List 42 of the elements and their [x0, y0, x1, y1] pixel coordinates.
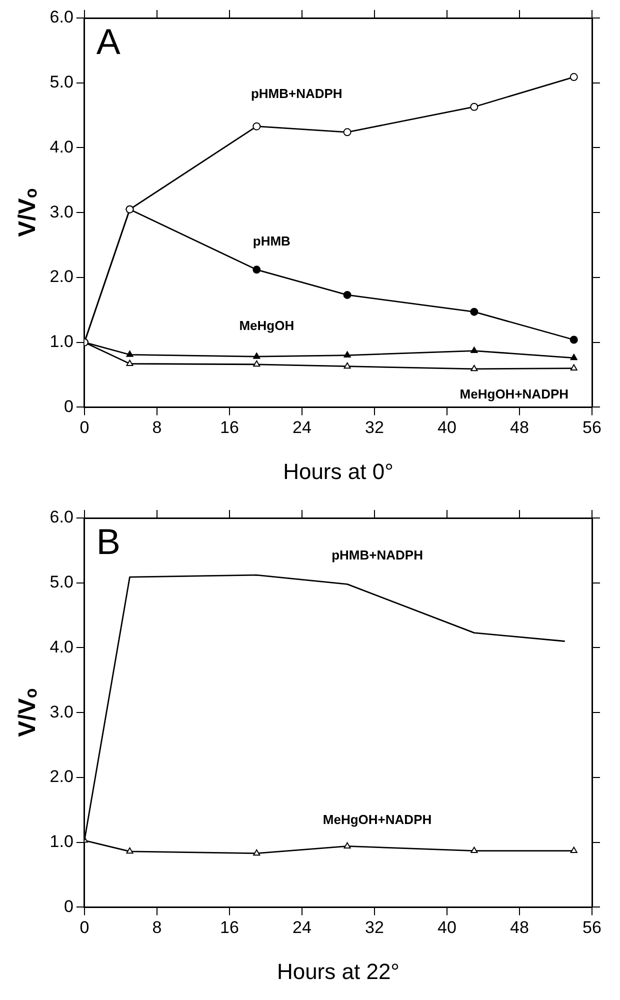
x-tick-label: 40	[438, 918, 456, 938]
y-tick-label: 5.0	[50, 572, 74, 592]
x-tick-label: 0	[80, 918, 90, 938]
y-tick-label: 4.0	[50, 137, 74, 156]
x-tick-label: 56	[582, 418, 602, 438]
x-tick-label: 8	[152, 918, 162, 938]
y-tick-label: 2.0	[50, 267, 74, 286]
x-tick-label: 56	[582, 918, 602, 938]
y-tick-label: 0	[64, 896, 74, 916]
x-tick-label: 32	[365, 418, 384, 438]
annotation: A	[96, 20, 120, 62]
series-label: MeHgOH+NADPH	[460, 386, 569, 402]
series-label: pHMB+NADPH	[250, 86, 342, 101]
series-label: MeHgOH	[239, 318, 294, 334]
y-tick-label: 6.0	[50, 8, 74, 27]
series-label: pHMB+NADPH	[332, 548, 423, 563]
x-tick-label: 16	[220, 418, 239, 438]
y-tick-label: 1.0	[50, 832, 74, 852]
y-axis-title: V/Vₒ	[14, 688, 42, 737]
y-tick-label: 6.0	[50, 508, 74, 527]
x-axis-title: Hours at 0°	[283, 458, 394, 484]
y-tick-label: 3.0	[50, 202, 74, 222]
x-tick-label: 0	[80, 418, 90, 438]
x-tick-label: 24	[292, 918, 312, 938]
x-tick-label: 40	[438, 418, 456, 438]
y-axis-title: V/Vₒ	[14, 188, 42, 237]
y-tick-label: 5.0	[50, 72, 74, 92]
y-tick-label: 3.0	[50, 702, 74, 722]
x-tick-label: 48	[510, 918, 529, 938]
y-tick-label: 2.0	[50, 767, 74, 786]
series-label: pHMB	[252, 233, 290, 248]
x-tick-label: 32	[365, 918, 384, 938]
annotation: B	[96, 520, 120, 562]
x-tick-label: 16	[220, 918, 239, 938]
y-tick-label: 1.0	[50, 332, 74, 352]
y-tick-label: 4.0	[50, 637, 74, 656]
x-tick-label: 8	[152, 418, 162, 438]
y-tick-label: 0	[64, 396, 74, 416]
x-axis-title: Hours at 22°	[276, 958, 400, 984]
x-tick-label: 48	[510, 418, 529, 438]
series-label: MeHgOH+NADPH	[322, 812, 432, 827]
x-tick-label: 24	[292, 418, 312, 438]
